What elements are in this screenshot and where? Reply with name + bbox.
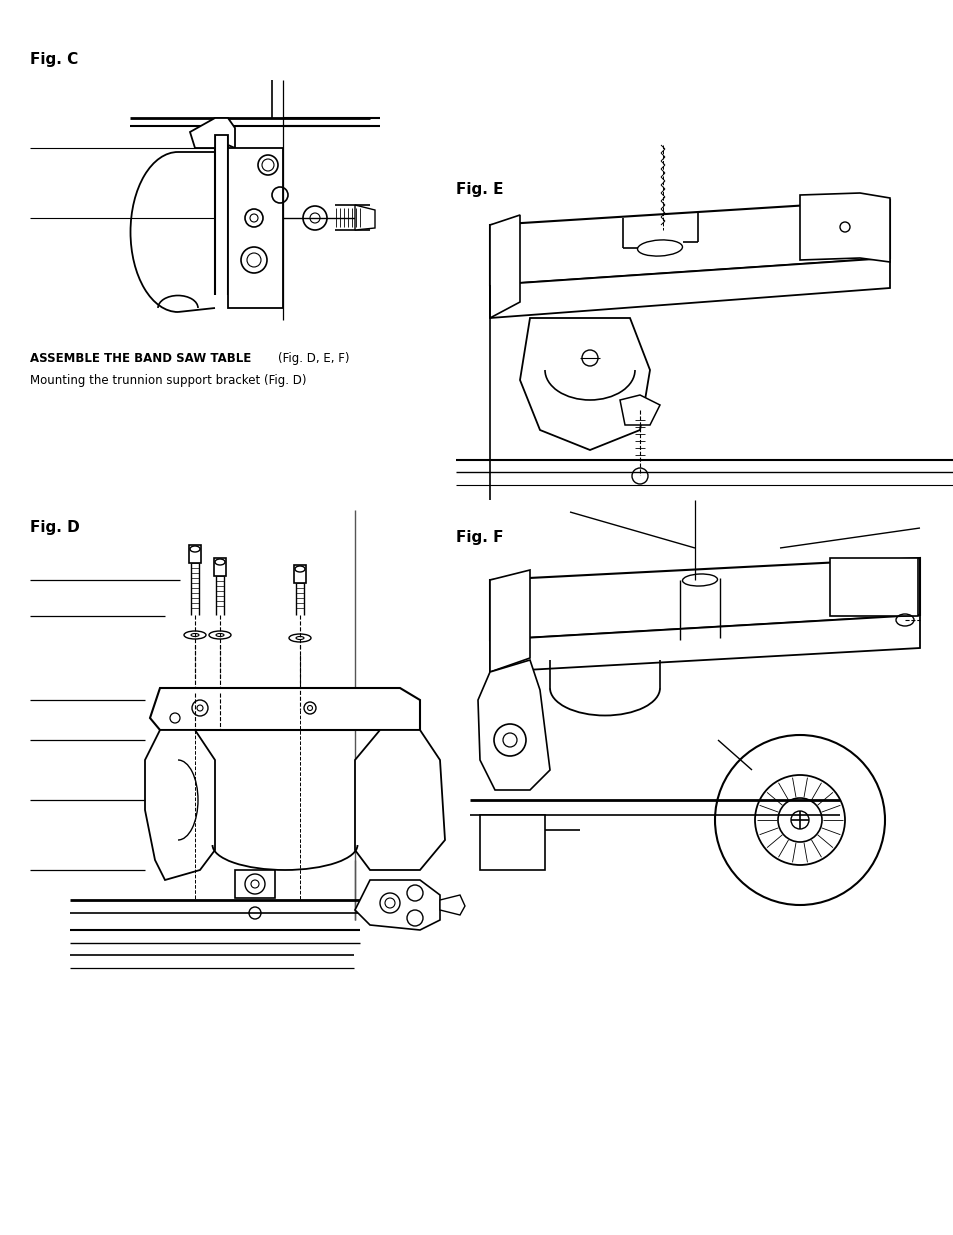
Text: (Fig. D, E, F): (Fig. D, E, F)	[277, 352, 349, 366]
Polygon shape	[490, 258, 889, 317]
Polygon shape	[519, 317, 649, 450]
Bar	[189, 545, 201, 563]
Polygon shape	[490, 558, 919, 640]
Text: ASSEMBLE THE BAND SAW TABLE: ASSEMBLE THE BAND SAW TABLE	[30, 352, 255, 366]
Bar	[228, 148, 283, 308]
Polygon shape	[190, 119, 234, 148]
Polygon shape	[619, 395, 659, 425]
Polygon shape	[800, 193, 889, 262]
Polygon shape	[145, 730, 214, 881]
Polygon shape	[355, 881, 439, 930]
Polygon shape	[439, 895, 464, 915]
Polygon shape	[490, 215, 519, 317]
Polygon shape	[490, 200, 889, 285]
Bar	[829, 558, 917, 616]
Text: Fig. F: Fig. F	[456, 530, 503, 545]
Bar	[479, 815, 544, 869]
Bar	[294, 564, 306, 583]
Bar	[213, 558, 226, 576]
Polygon shape	[477, 659, 550, 790]
Polygon shape	[490, 615, 919, 672]
Text: Fig. D: Fig. D	[30, 520, 80, 535]
Polygon shape	[355, 205, 375, 230]
Text: Mounting the trunnion support bracket (Fig. D): Mounting the trunnion support bracket (F…	[30, 374, 306, 387]
Polygon shape	[355, 730, 444, 869]
Text: Fig. C: Fig. C	[30, 52, 78, 67]
Polygon shape	[490, 571, 530, 672]
Bar	[234, 869, 274, 898]
Text: Fig. E: Fig. E	[456, 182, 503, 198]
Polygon shape	[150, 688, 419, 730]
